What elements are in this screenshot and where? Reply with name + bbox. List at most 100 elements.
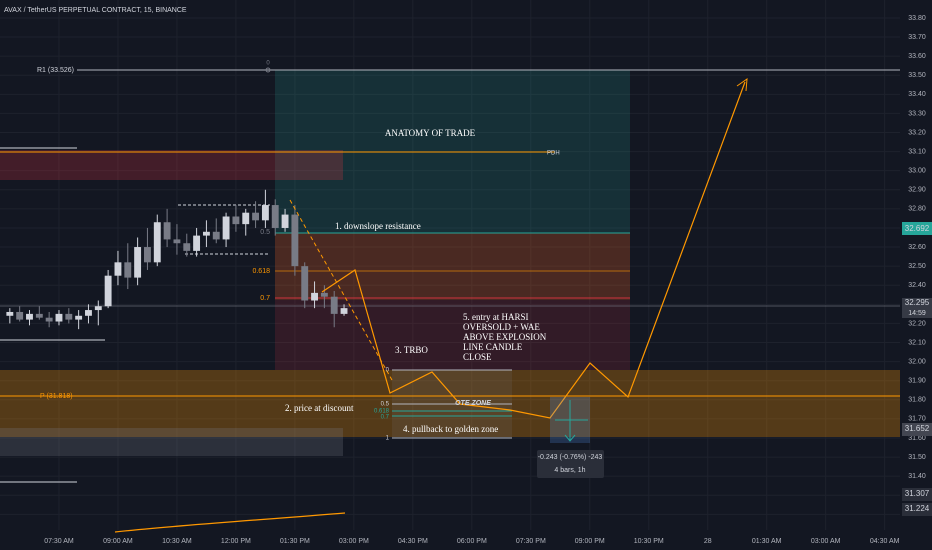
y-tick-label: 31.40: [908, 473, 926, 480]
arrow-head: [736, 77, 748, 92]
measure-arrow: [564, 434, 576, 442]
candle-body: [320, 292, 328, 297]
y-tick-label: 33.80: [908, 15, 926, 22]
price-tag-label: 32.692: [905, 224, 930, 233]
annotation: 5. entry at HARSI: [463, 312, 529, 322]
price-tag: [902, 222, 932, 235]
level-label: P (31.818): [40, 393, 73, 400]
annotation: ANATOMY OF TRADE: [385, 128, 476, 138]
demand-box: [0, 428, 343, 456]
y-tick-label: 31.60: [908, 435, 926, 442]
y-tick-label: 32.60: [908, 244, 926, 251]
price-tag-label: 31.307: [905, 489, 930, 498]
candle-body: [202, 231, 210, 236]
candle-body: [153, 222, 161, 263]
y-tick-label: 31.70: [908, 416, 926, 423]
x-tick-label: 03:00 PM: [339, 538, 369, 545]
annotation: ABOVE EXPLOSION: [463, 332, 547, 342]
candle-body: [85, 310, 92, 316]
candle-body: [75, 315, 83, 320]
x-tick-label: 04:30 PM: [398, 538, 428, 545]
y-tick-label: 31.90: [908, 378, 926, 385]
price-tag: [902, 503, 932, 516]
anchor-label: 0: [266, 61, 270, 67]
candle-body: [45, 317, 53, 322]
candle-body: [252, 212, 260, 221]
candle-body: [163, 222, 171, 240]
price-axis: [900, 0, 932, 550]
candle-body: [173, 239, 181, 244]
y-tick-label: 32.90: [908, 187, 926, 194]
x-tick-label: 09:00 PM: [575, 538, 605, 545]
x-tick-label: 12:00 PM: [221, 538, 251, 545]
chart-title: AVAX / TetherUS PERPETUAL CONTRACT, 15, …: [4, 7, 187, 14]
price-tag: [902, 423, 932, 436]
candle-body: [104, 275, 112, 307]
candle-body: [124, 262, 132, 278]
candle-body: [65, 313, 73, 320]
fib-label: 1: [386, 436, 390, 442]
candle-body: [183, 243, 191, 251]
fib-label: 0: [386, 368, 390, 374]
y-tick-label: 33.70: [908, 34, 926, 41]
annotation: LINE CANDLE: [463, 342, 523, 352]
y-tick-label: 33.50: [908, 72, 926, 79]
y-tick-label: 32.80: [908, 206, 926, 213]
candle-body: [340, 308, 348, 314]
y-tick-label: 33.00: [908, 168, 926, 175]
ote-label: OTE ZONE: [455, 400, 491, 407]
candle-body: [330, 296, 338, 314]
indicator-line: [114, 512, 346, 533]
candle-body: [311, 292, 318, 301]
candle-body: [291, 214, 299, 267]
x-tick-label: 01:30 PM: [280, 538, 310, 545]
level-label: R1 (33.526): [37, 67, 74, 74]
fib-label: 0.5: [381, 402, 390, 408]
x-tick-label: 04:30 AM: [870, 538, 900, 545]
price-tag-label: 31.224: [905, 504, 930, 513]
candle-body: [134, 247, 142, 278]
annotation: OVERSOLD + WAE: [463, 322, 540, 332]
y-tick-label: 32.50: [908, 263, 926, 270]
candle-body: [242, 212, 250, 225]
x-tick-label: 06:00 PM: [457, 538, 487, 545]
y-tick-label: 33.20: [908, 129, 926, 136]
annotation: 4. pullback to golden zone: [403, 424, 498, 434]
candle-body: [114, 262, 122, 276]
y-tick-label: 33.40: [908, 91, 926, 98]
candle-body: [16, 311, 24, 320]
candle-body: [94, 306, 102, 311]
price-tag-label: 14:59: [908, 310, 926, 317]
candle-body: [301, 266, 309, 301]
x-tick-label: 09:00 AM: [103, 538, 133, 545]
price-tag-label: 32.295: [905, 298, 930, 307]
price-tag: [902, 488, 932, 501]
x-tick-label: 10:30 AM: [162, 538, 192, 545]
y-tick-label: 31.80: [908, 397, 926, 404]
candle-body: [212, 231, 220, 240]
anchor: [265, 67, 271, 73]
candle-body: [144, 247, 151, 263]
measure-label-box: [537, 450, 604, 478]
fib-label: 0.618: [374, 409, 390, 415]
candle-body: [232, 216, 240, 225]
measure-label: 4 bars, 1h: [554, 467, 585, 474]
candle-body: [222, 216, 230, 240]
annotation: 2. price at discount: [285, 403, 354, 413]
y-tick-label: 32.40: [908, 282, 926, 289]
x-tick-label: 07:30 AM: [44, 538, 74, 545]
fib-zone: [275, 233, 630, 300]
measure-label: -0.243 (-0.76%) -243: [538, 454, 603, 461]
fib-label: 0.7: [381, 415, 390, 421]
x-tick-label: 28: [704, 538, 712, 545]
level-label: PDH: [547, 151, 560, 157]
annotation: 1. downslope resistance: [335, 221, 421, 231]
x-tick-label: 01:30 AM: [752, 538, 782, 545]
candle-body: [193, 235, 201, 251]
x-tick-label: 03:00 AM: [811, 538, 841, 545]
annotation: CLOSE: [463, 352, 492, 362]
y-tick-label: 33.10: [908, 148, 926, 155]
y-tick-label: 32.10: [908, 339, 926, 346]
fib-label: 0.618: [252, 268, 270, 275]
